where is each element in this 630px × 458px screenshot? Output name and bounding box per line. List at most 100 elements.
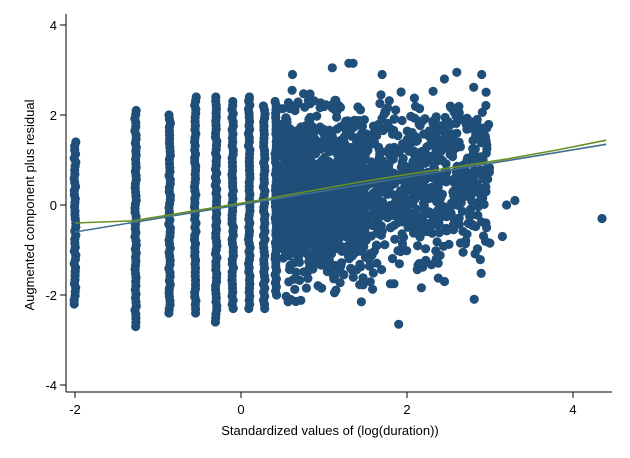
- y-axis-ticks: -4 -2 0 2 4: [45, 18, 66, 393]
- outlier-point: [244, 94, 254, 104]
- data-point: [476, 191, 486, 201]
- data-point: [314, 172, 324, 182]
- data-point: [372, 258, 382, 268]
- data-point: [385, 223, 396, 233]
- data-point: [396, 246, 406, 257]
- data-point: [317, 210, 327, 220]
- data-point: [364, 261, 375, 271]
- data-point: [356, 262, 366, 272]
- data-point: [330, 171, 340, 182]
- data-point: [279, 130, 289, 140]
- data-point: [387, 180, 397, 190]
- outlier-point: [377, 69, 387, 80]
- data-point: [442, 130, 452, 140]
- data-point: [429, 161, 439, 171]
- data-point: [415, 182, 425, 192]
- data-point: [359, 201, 369, 211]
- data-point: [314, 234, 324, 244]
- data-point: [287, 196, 297, 206]
- data-point: [412, 135, 422, 145]
- data-point: [456, 198, 466, 208]
- outlier-point: [327, 63, 337, 73]
- data-point: [485, 238, 495, 248]
- data-point: [293, 252, 303, 262]
- data-point: [413, 241, 423, 251]
- y-tick-label: 0: [50, 198, 57, 213]
- data-point: [396, 199, 406, 209]
- data-point: [469, 82, 479, 92]
- data-point: [428, 86, 438, 96]
- data-point: [434, 228, 444, 238]
- data-point: [294, 145, 304, 155]
- data-point: [344, 126, 354, 136]
- data-point: [407, 128, 417, 138]
- outlier-point: [597, 213, 607, 224]
- data-point: [461, 120, 471, 130]
- data-point: [451, 118, 461, 128]
- data-point: [470, 144, 480, 154]
- outlier-point: [414, 258, 424, 269]
- x-tick-label: 4: [569, 402, 576, 417]
- data-point: [477, 107, 487, 117]
- data-point: [359, 186, 369, 197]
- data-point: [354, 242, 364, 252]
- data-point: [468, 180, 478, 190]
- data-point: [299, 213, 309, 223]
- data-point: [378, 205, 388, 216]
- data-point: [468, 221, 478, 231]
- data-point: [432, 237, 442, 247]
- data-point: [418, 211, 429, 221]
- data-point: [321, 100, 331, 110]
- data-point: [228, 96, 238, 107]
- data-point: [421, 244, 431, 254]
- data-point: [311, 224, 321, 234]
- data-point: [433, 126, 443, 136]
- x-tick-label: 2: [403, 402, 410, 417]
- data-point: [356, 152, 366, 163]
- data-point: [443, 143, 453, 153]
- data-point: [291, 267, 301, 277]
- data-point: [440, 112, 450, 123]
- data-point: [410, 101, 421, 111]
- outlier-point: [286, 294, 296, 305]
- data-point: [279, 205, 289, 215]
- outlier-point: [394, 319, 404, 329]
- data-point: [301, 283, 311, 293]
- x-axis-title: Standardized values of (log(duration)): [221, 423, 439, 438]
- data-point: [476, 268, 486, 278]
- data-point: [365, 249, 375, 259]
- data-point: [282, 118, 292, 128]
- linear-fit-line: [74, 143, 607, 233]
- data-point: [326, 263, 336, 273]
- data-point: [348, 198, 358, 208]
- y-tick-label: 4: [50, 18, 57, 33]
- data-point: [346, 263, 356, 273]
- data-point: [284, 251, 294, 261]
- data-point: [390, 234, 400, 244]
- data-point: [397, 239, 408, 249]
- data-point: [290, 284, 300, 294]
- data-point: [287, 203, 297, 213]
- outlier-point: [481, 218, 491, 228]
- data-point: [294, 235, 305, 245]
- data-point: [322, 220, 332, 230]
- data-point: [317, 283, 327, 293]
- data-point: [414, 119, 424, 129]
- data-point: [355, 280, 365, 290]
- data-point: [462, 229, 472, 239]
- data-point: [410, 194, 420, 204]
- data-point: [291, 126, 301, 136]
- data-point: [324, 146, 334, 156]
- data-point: [318, 124, 328, 134]
- data-point: [318, 197, 328, 207]
- outlier-point: [439, 74, 449, 84]
- y-tick-label: -4: [45, 378, 57, 393]
- outlier-point: [431, 254, 441, 264]
- data-point: [334, 222, 344, 232]
- data-point: [287, 85, 297, 95]
- data-point: [436, 200, 446, 210]
- data-point: [293, 97, 303, 107]
- data-point: [355, 105, 366, 115]
- data-point: [375, 98, 385, 109]
